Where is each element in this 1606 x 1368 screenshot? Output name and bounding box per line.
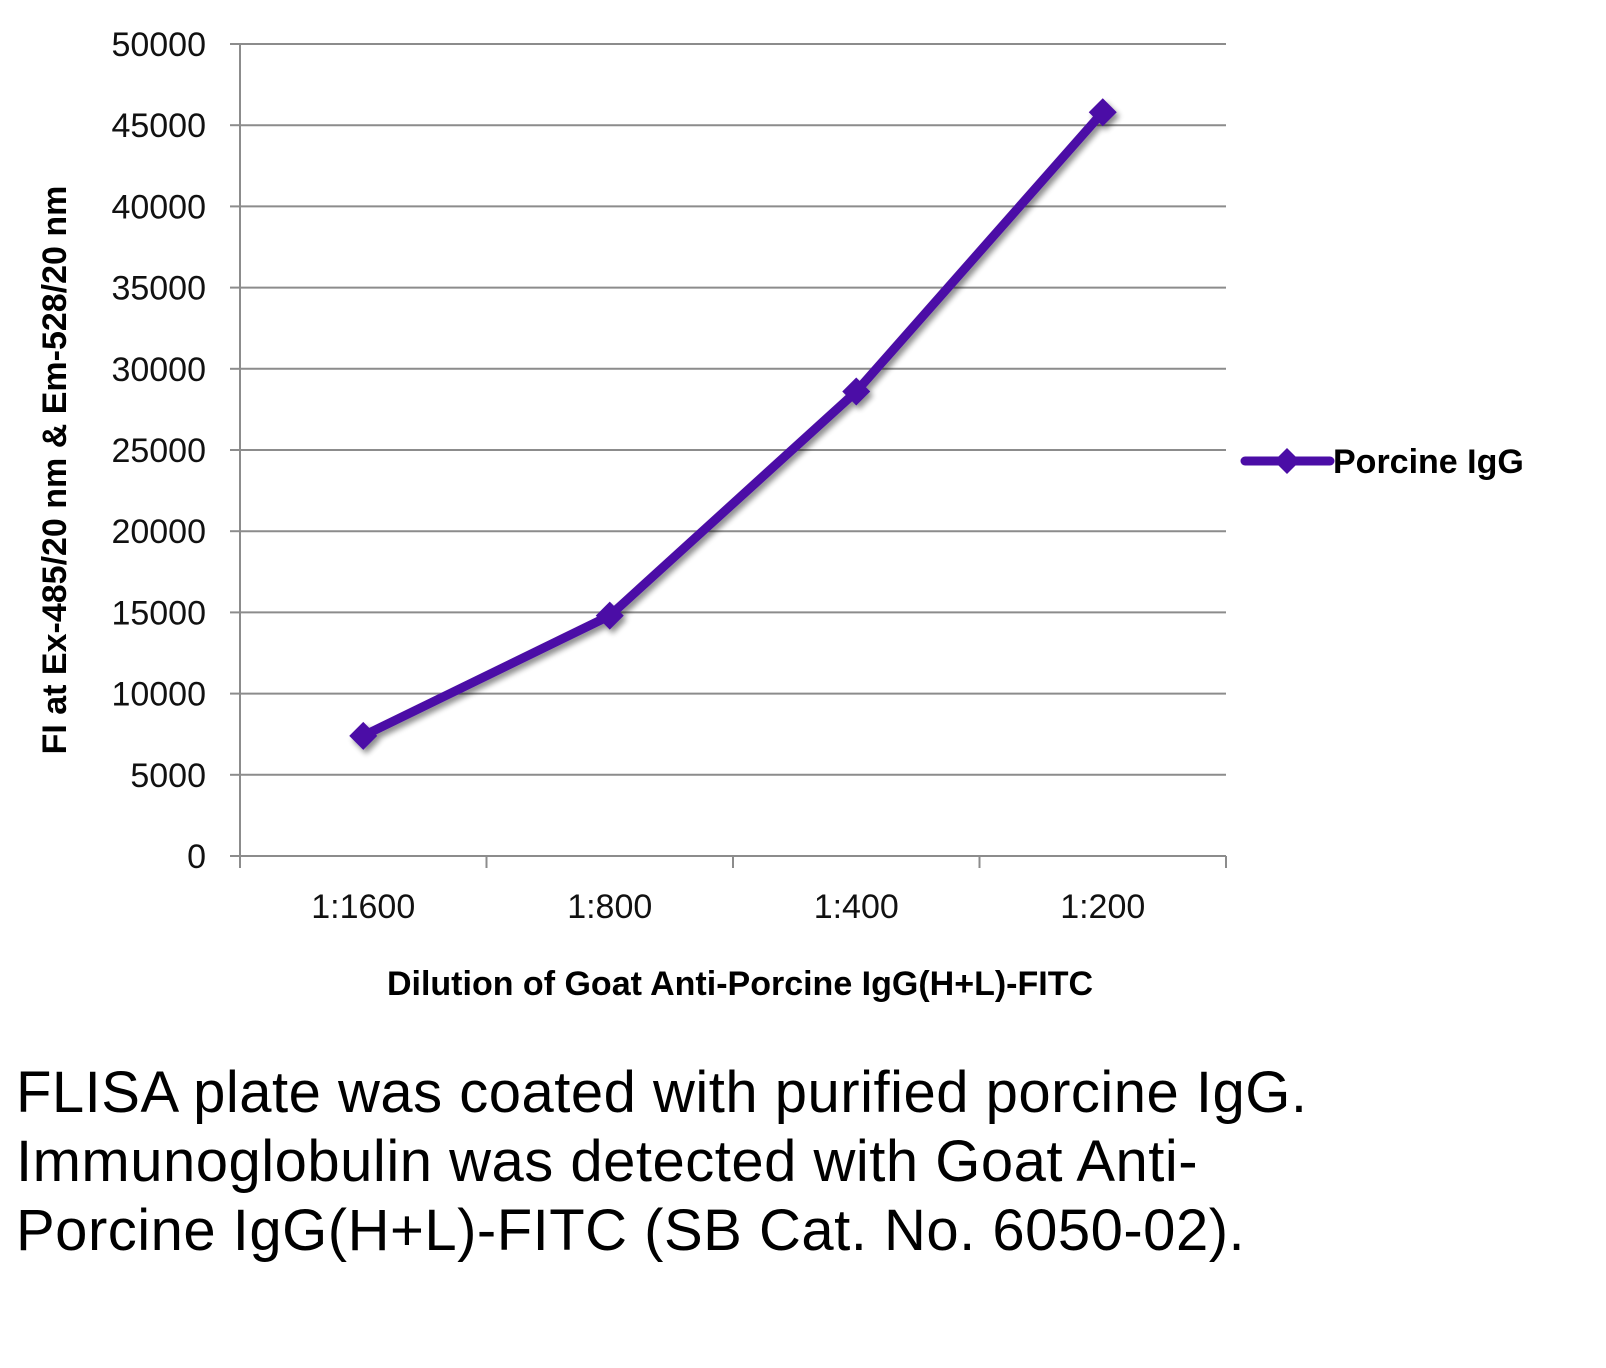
gridlines (240, 43, 1226, 776)
x-axis-title: Dilution of Goat Anti-Porcine IgG(H+L)-F… (387, 965, 1093, 1003)
y-tick-label: 5000 (130, 757, 206, 795)
x-tick-label: 1:400 (814, 888, 899, 926)
x-tick-label: 1:800 (567, 888, 652, 926)
x-tick-label: 1:1600 (311, 888, 415, 926)
legend: Porcine IgG (1240, 443, 1524, 481)
y-tick-label: 0 (187, 838, 206, 876)
y-tick-label: 40000 (111, 188, 206, 226)
legend-label: Porcine IgG (1333, 443, 1524, 481)
y-tick-labels: 0 5000 10000 15000 20000 25000 30000 35000 40000… (111, 26, 206, 876)
legend-marker (1274, 448, 1300, 474)
y-tick-label: 15000 (111, 594, 206, 632)
y-tick-label: 20000 (111, 513, 206, 551)
x-tick-label: 1:200 (1060, 888, 1145, 926)
series-porcine-igg (349, 98, 1117, 750)
y-tick-label: 50000 (111, 26, 206, 64)
caption: FLISA plate was coated with purified por… (16, 1060, 1308, 1263)
y-tick-label: 10000 (111, 676, 206, 714)
y-tick-label: 35000 (111, 270, 206, 308)
series-line (358, 107, 1108, 741)
y-tick-label: 45000 (111, 107, 206, 145)
series-layer (349, 98, 1117, 750)
x-tick-labels: 1:1600 1:800 1:400 1:200 (311, 888, 1145, 926)
y-axis-title: FI at Ex-485/20 nm & Em-528/20 nm (36, 186, 74, 755)
axes (230, 43, 1227, 868)
y-tick-label: 30000 (111, 351, 206, 389)
data-point (842, 377, 871, 406)
y-tick-label: 25000 (111, 432, 206, 470)
chart: 0 5000 10000 15000 20000 25000 30000 35000 40000… (36, 26, 1524, 1003)
data-point (1088, 98, 1117, 127)
data-point (349, 721, 378, 750)
data-point (595, 601, 624, 630)
